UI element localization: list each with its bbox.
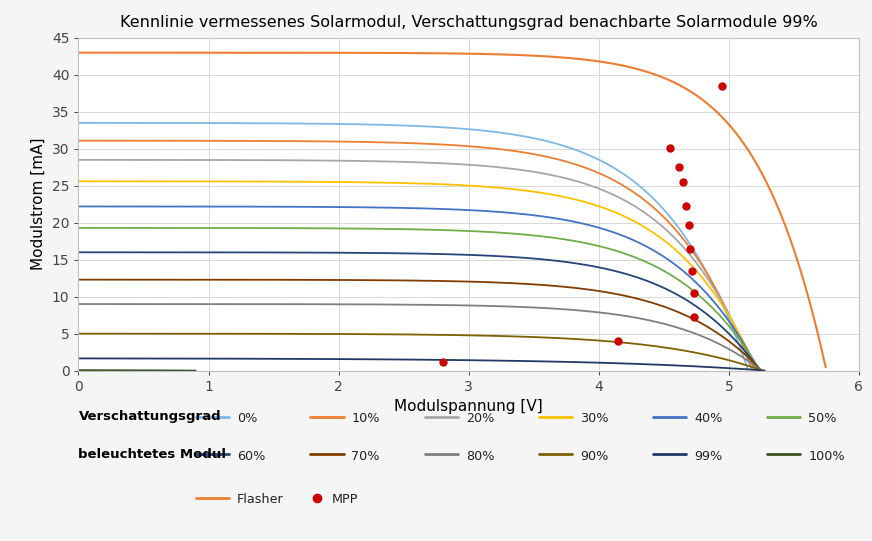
Text: 60%: 60% xyxy=(237,450,266,463)
Title: Kennlinie vermessenes Solarmodul, Verschattungsgrad benachbarte Solarmodule 99%: Kennlinie vermessenes Solarmodul, Versch… xyxy=(119,15,818,30)
Text: 80%: 80% xyxy=(466,450,494,463)
Text: beleuchtetes Modul: beleuchtetes Modul xyxy=(78,448,227,461)
Text: MPP: MPP xyxy=(331,493,358,506)
Text: 100%: 100% xyxy=(808,450,845,463)
X-axis label: Modulspannung [V]: Modulspannung [V] xyxy=(394,399,543,414)
Text: 10%: 10% xyxy=(351,412,380,425)
Text: 50%: 50% xyxy=(808,412,837,425)
Text: Verschattungsgrad: Verschattungsgrad xyxy=(78,410,221,423)
Text: 30%: 30% xyxy=(580,412,609,425)
Text: 90%: 90% xyxy=(580,450,609,463)
Y-axis label: Modulstrom [mA]: Modulstrom [mA] xyxy=(31,138,46,270)
Text: 20%: 20% xyxy=(466,412,494,425)
Text: 40%: 40% xyxy=(694,412,723,425)
Text: 99%: 99% xyxy=(694,450,722,463)
Text: Flasher: Flasher xyxy=(237,493,284,506)
Text: 70%: 70% xyxy=(351,450,380,463)
Text: 0%: 0% xyxy=(237,412,257,425)
